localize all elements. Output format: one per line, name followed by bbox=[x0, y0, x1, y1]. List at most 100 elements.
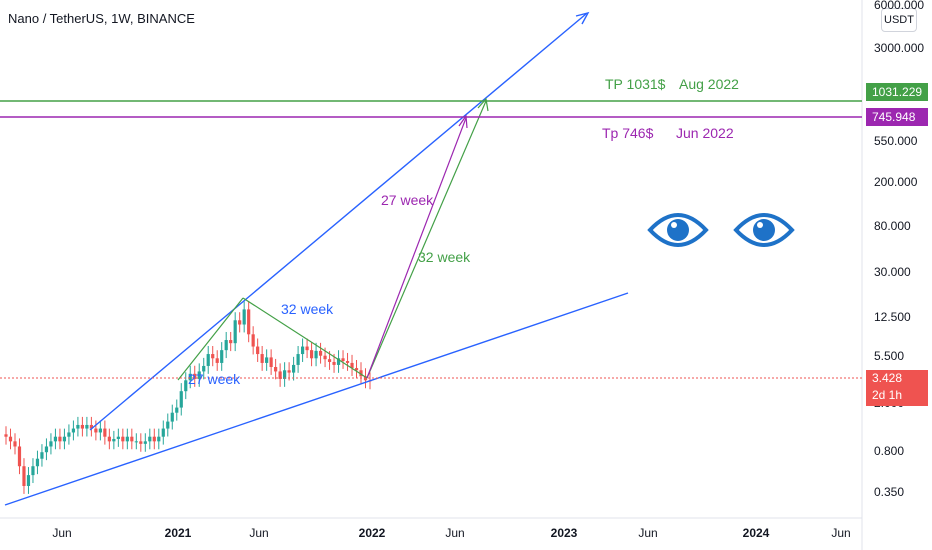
green-32week-projection[interactable] bbox=[366, 100, 487, 379]
candle-body bbox=[211, 354, 215, 359]
symbol-title: Nano / TetherUS, 1W, BINANCE bbox=[8, 11, 195, 26]
tp-long-date: Aug 2022 bbox=[679, 76, 739, 92]
candle-body bbox=[80, 424, 84, 429]
candlestick-series bbox=[4, 301, 372, 494]
time-axis-tick-label: Jun bbox=[831, 526, 850, 540]
candle-body bbox=[206, 354, 210, 366]
candle-body bbox=[107, 436, 111, 442]
candle-body bbox=[143, 441, 147, 444]
tp-short-price-tag: 745.948 bbox=[866, 108, 928, 126]
candle-body bbox=[341, 358, 345, 362]
time-axis-tick-label: Jun bbox=[638, 526, 657, 540]
candle-body bbox=[287, 370, 291, 373]
green-32week-peak-to-low[interactable] bbox=[242, 297, 368, 379]
candle-body bbox=[58, 436, 62, 442]
upper-channel-trendline[interactable] bbox=[89, 13, 587, 431]
bar-countdown: 2d 1h bbox=[872, 388, 903, 402]
candle-body bbox=[179, 391, 183, 408]
candle-body bbox=[17, 446, 22, 467]
price-axis-tick-label: 0.800 bbox=[874, 444, 904, 458]
candle-body bbox=[220, 350, 224, 363]
candle-body bbox=[85, 424, 89, 429]
candle-body bbox=[125, 436, 129, 442]
candle-body bbox=[224, 340, 228, 351]
candle-body bbox=[256, 346, 260, 355]
candle-body bbox=[157, 436, 161, 442]
candle-body bbox=[233, 320, 237, 344]
week32-projection-label: 32 week bbox=[418, 249, 471, 265]
time-axis-tick-label: Jun bbox=[445, 526, 464, 540]
tp-long-price-tag: 1031.229 bbox=[866, 83, 928, 101]
candle-body bbox=[98, 428, 102, 433]
candle-body bbox=[22, 466, 26, 486]
candle-body bbox=[251, 334, 255, 347]
price-axis-tick-label: 6000.000 bbox=[874, 0, 924, 12]
candle-body bbox=[300, 346, 305, 355]
candle-body bbox=[139, 441, 143, 444]
purple-arrowhead bbox=[458, 114, 468, 129]
lower-support-trendline[interactable] bbox=[4, 292, 629, 506]
candle-body bbox=[215, 358, 219, 363]
candle-body bbox=[278, 371, 282, 379]
candle-body bbox=[89, 424, 93, 429]
candle-body bbox=[193, 373, 197, 379]
purple-27week-projection[interactable] bbox=[366, 117, 467, 379]
candle-body bbox=[336, 358, 341, 365]
candle-body bbox=[112, 438, 116, 442]
eye-icon bbox=[647, 213, 709, 247]
time-axis-tick-label: Jun bbox=[52, 526, 71, 540]
candle-body bbox=[67, 432, 71, 437]
candle-body bbox=[309, 350, 314, 359]
candle-body bbox=[62, 436, 67, 442]
candle-body bbox=[188, 373, 192, 381]
candle-body bbox=[26, 475, 31, 486]
candle-body bbox=[8, 436, 13, 442]
candle-body bbox=[152, 436, 156, 442]
time-axis: Jun 2021 Jun 2022 Jun 2023 Jun 2024 Jun bbox=[52, 526, 850, 540]
candle-body bbox=[76, 424, 80, 429]
candle-body bbox=[292, 364, 296, 373]
last-price-value: 3.428 bbox=[872, 371, 903, 385]
time-axis-tick-label: 2024 bbox=[743, 526, 770, 540]
currency-selector[interactable]: USDT bbox=[881, 8, 917, 32]
candle-body bbox=[305, 346, 309, 351]
candle-body bbox=[332, 361, 336, 365]
candle-body bbox=[283, 370, 287, 379]
candle-body bbox=[134, 441, 138, 443]
price-axis-tick-label: 3000.000 bbox=[874, 41, 924, 55]
week27-projection-label: 27 week bbox=[381, 192, 434, 208]
candle-body bbox=[296, 354, 300, 365]
candle-body bbox=[197, 371, 201, 379]
candle-body bbox=[260, 354, 264, 363]
candle-body bbox=[359, 370, 363, 377]
candle-body bbox=[327, 359, 332, 362]
candle-body bbox=[229, 340, 233, 344]
candle-body bbox=[4, 434, 8, 437]
price-axis-tick-label: 200.000 bbox=[874, 175, 918, 189]
candle-body bbox=[13, 441, 17, 447]
price-axis-tick-label: 80.000 bbox=[874, 219, 911, 233]
last-price-tag: 3.428 2d 1h bbox=[866, 370, 928, 406]
price-axis-tick-label: 0.350 bbox=[874, 485, 904, 499]
candle-body bbox=[184, 380, 188, 392]
candle-body bbox=[103, 428, 107, 437]
candle-body bbox=[148, 436, 152, 442]
green-27week-rise[interactable] bbox=[177, 297, 244, 381]
week27-rise-label: 27 week bbox=[188, 371, 241, 387]
tp-short-date: Jun 2022 bbox=[676, 125, 734, 141]
candle-body bbox=[130, 436, 134, 442]
price-axis-tick-label: 550.000 bbox=[874, 134, 918, 148]
candle-body bbox=[318, 350, 323, 356]
week32-decline-label: 32 week bbox=[281, 301, 334, 317]
candle-body bbox=[44, 446, 49, 453]
candle-body bbox=[94, 428, 98, 433]
candle-body bbox=[71, 428, 76, 433]
candle-body bbox=[242, 309, 246, 325]
candle-body bbox=[314, 350, 318, 359]
candle-body bbox=[40, 452, 44, 459]
candle-body bbox=[247, 309, 251, 335]
candle-body bbox=[269, 357, 273, 367]
candle-body bbox=[121, 436, 125, 442]
green-arrowhead bbox=[477, 97, 489, 112]
